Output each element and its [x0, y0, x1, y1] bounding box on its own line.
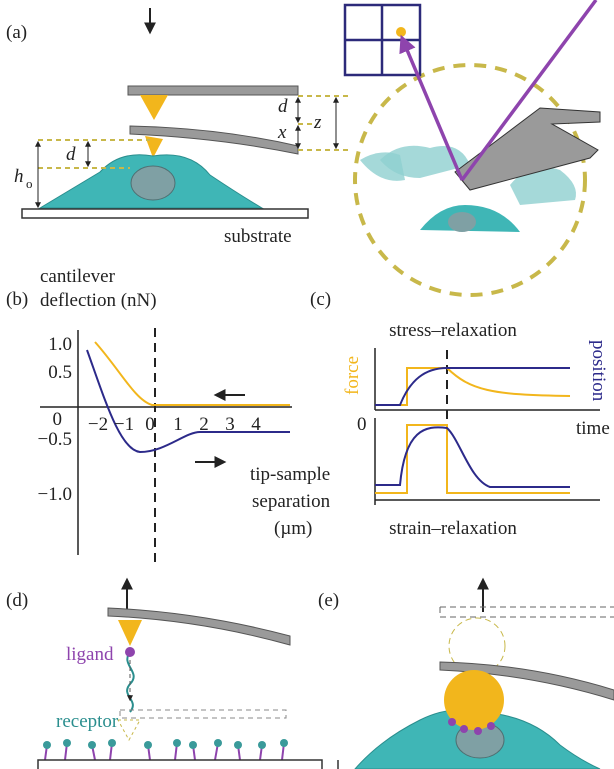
- axis-label: time: [576, 418, 610, 439]
- panel-d: (d) ligand receptor: [6, 577, 323, 769]
- x-tick-label: 4: [251, 414, 261, 435]
- dim-label: z: [313, 112, 322, 133]
- y-tick-label: −1.0: [38, 484, 72, 505]
- nucleus: [130, 165, 176, 201]
- panel-b: (b) cantilever deflection (nN) 1.00.50−0…: [6, 266, 331, 565]
- y-tick-label: 1.0: [48, 334, 72, 355]
- panel-label: (a): [6, 22, 27, 43]
- label: receptor: [56, 711, 119, 732]
- cantilever: [127, 85, 299, 96]
- y-tick-label: 0.5: [48, 362, 72, 383]
- panel-label: (e): [318, 590, 339, 611]
- x-tick-label: 3: [225, 414, 235, 435]
- axis-label: position: [588, 340, 609, 402]
- axis-label: tip-sample: [250, 464, 330, 485]
- x-tick-label: −1: [114, 414, 134, 435]
- axis-label: cantilever: [40, 266, 116, 287]
- x-tick-label: 0: [145, 414, 155, 435]
- panel-label: (b): [6, 289, 28, 310]
- x-tick-label: 2: [199, 414, 209, 435]
- title: stress–relaxation: [389, 320, 517, 341]
- bent-cantilever: [129, 125, 299, 155]
- substrate: [21, 208, 309, 219]
- tip: [145, 136, 163, 158]
- dim-label: h: [14, 166, 24, 187]
- dim-label: d: [278, 96, 288, 117]
- afm-illustration: [343, 0, 601, 297]
- dim-label: d: [66, 144, 76, 165]
- axis-label: (µm): [274, 518, 312, 539]
- substrate-label: substrate: [224, 226, 292, 247]
- panel-e: (e): [318, 577, 614, 769]
- dim-subscript: o: [26, 176, 33, 191]
- title: strain–relaxation: [389, 518, 517, 539]
- panel-a: (a) substrate d x z d h o: [6, 8, 352, 247]
- axis-label: deflection (nN): [40, 290, 157, 311]
- tick-label: 0: [357, 414, 367, 435]
- tip: [140, 95, 168, 120]
- x-tick-label: 1: [173, 414, 183, 435]
- label: ligand: [66, 644, 114, 665]
- y-tick-label: −0.5: [38, 429, 72, 450]
- dim-label: x: [277, 122, 287, 143]
- panel-label: (c): [310, 289, 331, 310]
- axis-label: force: [342, 356, 363, 395]
- x-tick-label: −2: [88, 414, 108, 435]
- axis-label: separation: [252, 491, 331, 512]
- y-tick-label: 0: [53, 409, 63, 430]
- guides: [38, 95, 352, 169]
- panel-label: (d): [6, 590, 28, 611]
- panel-c: (c) stress–relaxation force position 0 t…: [310, 289, 610, 539]
